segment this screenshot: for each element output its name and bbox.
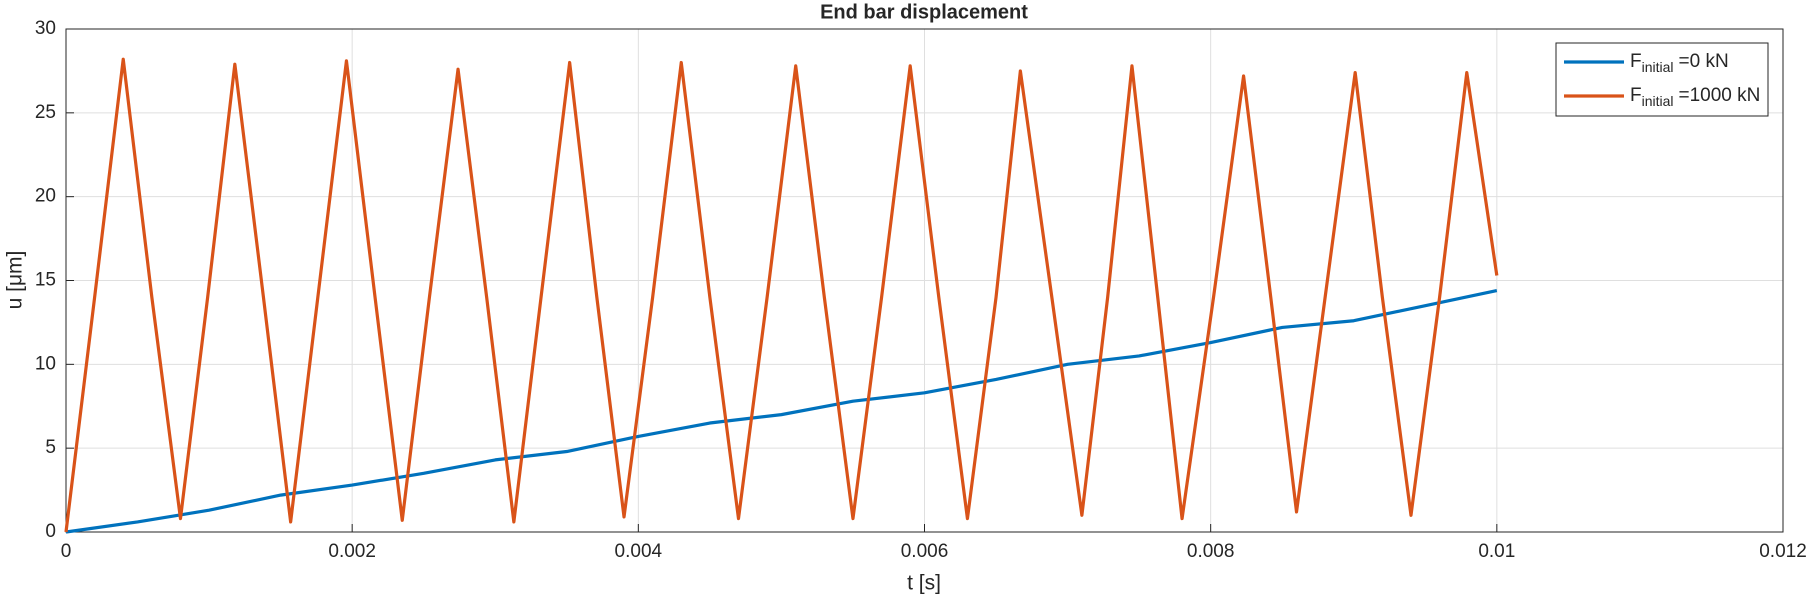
x-tick-label: 0.006 — [901, 541, 949, 562]
legend-box — [1555, 42, 1769, 117]
y-tick-label: 10 — [35, 353, 56, 374]
x-tick-label: 0.002 — [328, 541, 376, 562]
data-line — [65, 288, 1498, 534]
legend-label: Finitial =1000 kN — [1630, 85, 1760, 109]
y-tick-label: 5 — [45, 437, 56, 458]
y-tick-label: 20 — [35, 186, 56, 207]
y-tick-label: 25 — [35, 102, 56, 123]
x-tick-label: 0.008 — [1187, 541, 1235, 562]
y-axis-label: u [μm] — [4, 251, 27, 310]
legend-label: Finitial =0 kN — [1630, 51, 1729, 75]
y-tick-label: 0 — [45, 521, 56, 542]
x-axis-label: t [s] — [907, 572, 941, 595]
x-tick-label: 0.012 — [1759, 541, 1807, 562]
x-tick-label: 0.004 — [615, 541, 663, 562]
legend-label-main: F — [1630, 51, 1642, 72]
x-tick-label: 0.01 — [1478, 541, 1515, 562]
chart-title: End bar displacement — [820, 1, 1028, 23]
y-tick-label: 30 — [35, 18, 56, 39]
legend-label-rest: =1000 kN — [1679, 85, 1761, 106]
data-line — [64, 57, 1499, 533]
y-tick-label: 15 — [35, 270, 56, 291]
legend-label-subscript: initial — [1642, 93, 1674, 109]
axes-box — [65, 28, 1784, 533]
legend-label-main: F — [1630, 85, 1642, 106]
legend-label-subscript: initial — [1642, 59, 1674, 75]
legend-label-rest: =0 kN — [1679, 51, 1729, 72]
x-tick-label: 0 — [61, 541, 72, 562]
